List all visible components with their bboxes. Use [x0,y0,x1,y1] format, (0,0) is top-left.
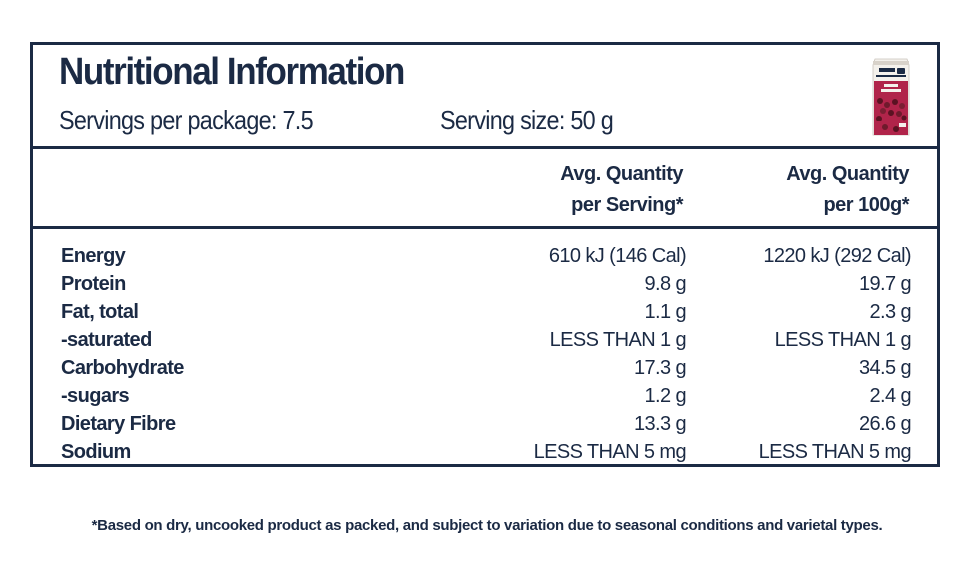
value-per-100g: LESS THAN 5 mg [758,441,912,463]
value-per-serving: 1.1 g [644,301,687,323]
nutrient-label: -saturated [61,329,152,351]
value-per-100g: 2.4 g [869,385,912,407]
nutrition-header: Nutritional Information Servings per pac… [33,45,937,149]
table-row: Protein 9.8 g 19.7 g [33,270,937,298]
value-per-100g: 1220 kJ (292 Cal) [763,245,911,267]
nutrient-label: Dietary Fibre [61,413,176,435]
column-header-per-serving: Avg. Quantity per Serving* [560,159,683,221]
value-per-100g: 19.7 g [858,273,912,295]
column-header-divider [33,226,937,229]
table-row: Energy 610 kJ (146 Cal) 1220 kJ (292 Cal… [33,242,937,270]
nutrient-label: Energy [61,245,126,267]
footnote: *Based on dry, uncooked product as packe… [91,517,883,534]
table-row: Sodium LESS THAN 5 mg LESS THAN 5 mg [33,438,937,466]
value-per-serving: 9.8 g [644,273,687,295]
nutrient-label: -sugars [61,385,130,407]
value-per-serving: 13.3 g [633,413,687,435]
value-per-100g: LESS THAN 1 g [774,329,912,351]
value-per-serving: LESS THAN 1 g [549,329,687,351]
value-per-100g: 26.6 g [858,413,912,435]
nutrition-rows: Energy 610 kJ (146 Cal) 1220 kJ (292 Cal… [33,242,937,466]
value-per-serving: LESS THAN 5 mg [533,441,687,463]
column-header-per-100g-line2: per 100g* [823,194,909,216]
nutrient-label: Carbohydrate [61,357,184,379]
red-beans-package-icon [872,58,910,136]
table-row: Carbohydrate 17.3 g 34.5 g [33,354,937,382]
nutrient-label: Sodium [61,441,131,463]
column-header-per-100g-line1: Avg. Quantity [786,163,909,185]
column-header-per-serving-line2: per Serving* [571,194,683,216]
column-header-per-100g: Avg. Quantity per 100g* [786,159,909,221]
header-divider [33,146,937,149]
table-row: Dietary Fibre 13.3 g 26.6 g [33,410,937,438]
nutrient-label: Protein [61,273,126,295]
value-per-serving: 1.2 g [644,385,687,407]
value-per-100g: 34.5 g [858,357,912,379]
value-per-100g: 2.3 g [869,301,912,323]
column-header-per-serving-line1: Avg. Quantity [560,163,683,185]
serving-size: Serving size: 50 g [440,105,614,135]
nutrition-panel: Nutritional Information Servings per pac… [30,42,940,467]
page-title: Nutritional Information [59,51,405,93]
table-row: Fat, total 1.1 g 2.3 g [33,298,937,326]
servings-per-package: Servings per package: 7.5 [59,105,314,135]
table-row: -sugars 1.2 g 2.4 g [33,382,937,410]
nutrient-label: Fat, total [61,301,139,323]
table-row: -saturated LESS THAN 1 g LESS THAN 1 g [33,326,937,354]
value-per-serving: 610 kJ (146 Cal) [548,245,687,267]
value-per-serving: 17.3 g [633,357,687,379]
